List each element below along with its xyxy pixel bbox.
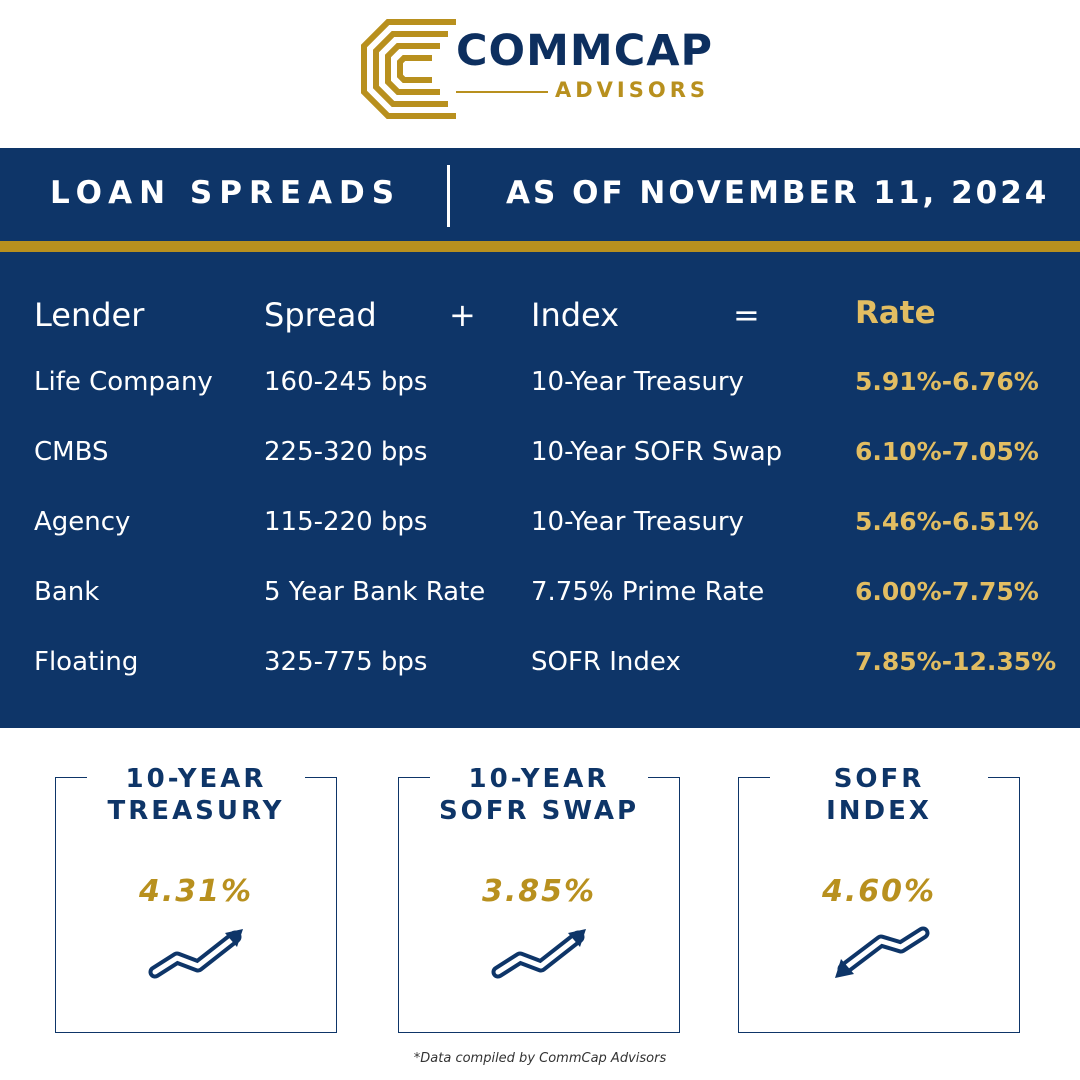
gold-divider [0,241,1080,252]
row-lender: Agency [34,507,131,537]
header-rate: Rate [855,295,936,331]
treasury-card: 10-YEAR TREASURY 4.31% [55,764,337,1033]
row-spread: 325-775 bps [264,647,428,677]
row-spread: 115-220 bps [264,507,428,537]
row-index: 10-Year Treasury [531,507,744,537]
row-index: 10-Year SOFR Swap [531,437,783,467]
brand-rule [456,91,548,93]
brand-subtitle: ADVISORS [555,78,710,102]
row-lender: Floating [34,647,139,677]
sofr-index-card: SOFR INDEX 4.60% [738,764,1020,1033]
row-rate: 6.00%-7.75% [855,577,1039,606]
card-title: SOFR INDEX [826,764,932,826]
header-equals: = [733,296,760,334]
row-rate: 7.85%-12.35% [855,647,1057,676]
banner-date: AS OF NOVEMBER 11, 2024 [506,175,1050,211]
row-index: 7.75% Prime Rate [531,577,765,607]
header-lender: Lender [34,296,145,334]
row-lender: Bank [34,577,100,607]
banner-divider [447,165,450,227]
row-spread: 5 Year Bank Rate [264,577,486,607]
trend-up-arrow-icon [491,929,586,979]
row-lender: Life Company [34,367,213,397]
row-index: SOFR Index [531,647,681,677]
card-title: 10-YEAR TREASURY [107,764,285,826]
banner-title: LOAN SPREADS [50,175,402,211]
title-banner: LOAN SPREADS AS OF NOVEMBER 11, 2024 [0,148,1080,241]
commcap-logo-icon [361,19,456,119]
card-value: 4.60% [821,874,937,909]
trend-down-arrow-icon [835,926,930,978]
card-title: 10-YEAR SOFR SWAP [438,764,640,826]
table-row: Floating 325-775 bps SOFR Index 7.85%-12… [0,649,1080,679]
loan-spreads-table: Lender Spread + Index = Rate Life Compan… [0,252,1080,728]
card-value: 3.85% [481,874,597,909]
brand-name: COMMCAP [456,26,714,76]
table-row: CMBS 225-320 bps 10-Year SOFR Swap 6.10%… [0,439,1080,469]
row-spread: 225-320 bps [264,437,428,467]
header-plus: + [449,296,476,334]
card-value: 4.31% [138,874,254,909]
footnote: *Data compiled by CommCap Advisors [413,1051,667,1066]
row-index: 10-Year Treasury [531,367,744,397]
row-rate: 6.10%-7.05% [855,437,1039,466]
header-index: Index [531,296,620,334]
table-row: Agency 115-220 bps 10-Year Treasury 5.46… [0,509,1080,539]
row-rate: 5.91%-6.76% [855,367,1039,396]
row-spread: 160-245 bps [264,367,428,397]
brand-header: COMMCAP ADVISORS [0,0,1080,148]
sofr-swap-card: 10-YEAR SOFR SWAP 3.85% [398,764,680,1033]
table-row: Bank 5 Year Bank Rate 7.75% Prime Rate 6… [0,579,1080,609]
row-rate: 5.46%-6.51% [855,507,1039,536]
trend-up-arrow-icon [148,929,243,979]
header-spread: Spread [264,296,377,334]
table-row: Life Company 160-245 bps 10-Year Treasur… [0,369,1080,399]
row-lender: CMBS [34,437,109,467]
